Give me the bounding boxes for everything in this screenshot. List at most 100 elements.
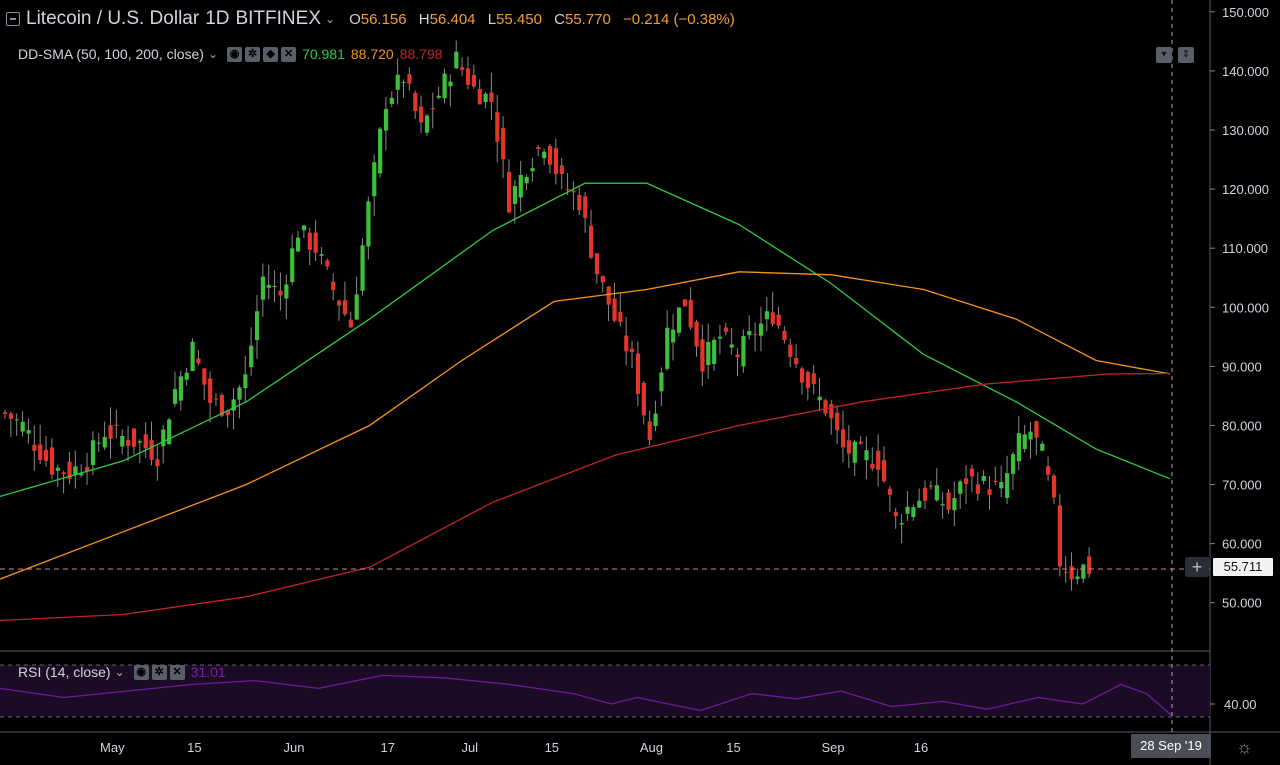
candle-body xyxy=(635,353,641,394)
candle-body xyxy=(301,225,307,231)
sma-label[interactable]: DD-SMA (50, 100, 200, close) xyxy=(18,46,204,62)
close-value: 55.770 xyxy=(564,10,611,28)
candle-body xyxy=(559,165,564,174)
settings-icon[interactable]: ✲ xyxy=(245,46,261,62)
candle-body xyxy=(782,330,787,341)
candle-body xyxy=(700,339,705,372)
candle-body xyxy=(612,298,617,321)
candle-body xyxy=(331,281,336,290)
candle-body xyxy=(530,168,535,172)
candle-body xyxy=(73,466,78,476)
candle-body xyxy=(196,358,201,364)
candle-body xyxy=(126,439,131,446)
candle-body xyxy=(969,468,975,477)
maximize-pane-icon[interactable]: ⇕ xyxy=(1178,47,1194,63)
price-tick-label: 50.000 xyxy=(1222,596,1262,611)
price-tick-label: 70.000 xyxy=(1222,478,1262,493)
candle-body xyxy=(96,442,101,444)
rsi-line xyxy=(0,674,1173,717)
candle-body xyxy=(202,368,207,385)
close-icon[interactable]: ✕ xyxy=(169,664,185,680)
candle-body xyxy=(237,387,242,400)
candle-body xyxy=(61,472,66,475)
candle-body xyxy=(846,440,852,454)
candle-body xyxy=(934,485,939,501)
candle-body xyxy=(284,284,289,299)
candle-body xyxy=(1028,431,1033,440)
candle-body xyxy=(161,429,166,447)
candle-body xyxy=(1040,443,1045,451)
collapse-pane-icon[interactable]: ▾ xyxy=(1156,47,1172,63)
rsi-legend: RSI (14, close) ⌄ ◉ ✲ ✕ 31.01 xyxy=(18,664,226,680)
price-tick-label: 80.000 xyxy=(1222,418,1262,433)
candle-body xyxy=(735,354,740,358)
candle-body xyxy=(120,435,125,447)
time-tick-label: Sep xyxy=(822,740,845,755)
candle-body xyxy=(79,473,84,476)
time-tick-label: 17 xyxy=(380,740,394,755)
interval-label[interactable]: 1D xyxy=(205,8,230,29)
candle-body xyxy=(14,419,19,421)
candle-body xyxy=(753,333,758,335)
candle-body xyxy=(583,196,588,218)
candle-body xyxy=(313,232,318,253)
candle-body xyxy=(577,195,582,211)
candle-body xyxy=(407,74,412,84)
visibility-icon[interactable]: ◉ xyxy=(227,46,243,62)
candle-body xyxy=(243,374,248,389)
candle-body xyxy=(337,300,342,306)
last-price-label: 55.711 xyxy=(1213,558,1273,576)
price-tick-label: 130.000 xyxy=(1222,123,1269,138)
candle-body xyxy=(1046,466,1051,475)
candle-body xyxy=(917,500,922,508)
collapse-icon[interactable] xyxy=(6,12,20,26)
candle-body xyxy=(1016,433,1021,462)
sma200-value: 88.798 xyxy=(399,46,443,62)
chevron-down-icon[interactable]: ⌄ xyxy=(114,665,125,679)
time-tick-label: 15 xyxy=(187,740,201,755)
candle-body xyxy=(354,294,359,320)
exchange-label: BITFINEX xyxy=(235,8,321,29)
candle-body xyxy=(981,475,986,481)
candle-body xyxy=(1022,434,1027,449)
crosshair-add-icon[interactable]: + xyxy=(1185,557,1209,577)
candle-body xyxy=(682,299,687,307)
source-icon[interactable]: ◆ xyxy=(263,46,279,62)
candle-body xyxy=(829,404,834,419)
candle-body xyxy=(454,51,459,69)
settings-icon[interactable]: ✲ xyxy=(151,664,167,680)
price-tick-label: 90.000 xyxy=(1222,359,1262,374)
candle-body xyxy=(565,189,570,191)
candle-body xyxy=(688,299,693,328)
candle-body xyxy=(430,108,435,110)
candle-body xyxy=(460,67,465,70)
candle-body xyxy=(442,73,447,99)
candle-body xyxy=(723,327,728,332)
close-icon[interactable]: ✕ xyxy=(281,46,297,62)
candle-body xyxy=(1057,505,1062,567)
candle-body xyxy=(835,412,840,431)
time-tick-label: Jul xyxy=(461,740,478,755)
candle-body xyxy=(424,115,430,133)
chevron-down-icon[interactable]: ⌄ xyxy=(207,47,219,61)
candle-body xyxy=(49,447,55,475)
price-tick-label: 100.000 xyxy=(1222,300,1269,315)
time-tick-label: Jun xyxy=(283,740,304,755)
candle-body xyxy=(647,421,652,441)
candle-body xyxy=(542,151,547,159)
candle-body xyxy=(624,335,629,352)
candle-body xyxy=(307,232,312,250)
visibility-icon[interactable]: ◉ xyxy=(133,664,149,680)
theme-sun-icon[interactable]: ☼ xyxy=(1236,737,1253,757)
chevron-down-icon[interactable]: ⌄ xyxy=(325,12,336,26)
candle-body xyxy=(372,162,377,197)
rsi-label[interactable]: RSI (14, close) xyxy=(18,664,111,680)
symbol-title[interactable]: Litecoin / U.S. Dollar xyxy=(26,8,200,29)
candle-body xyxy=(448,81,453,87)
candle-body xyxy=(225,410,230,416)
candle-body xyxy=(547,145,553,165)
ohlc-values: O56.156 H56.404 L55.450 C55.770 −0.214 (… xyxy=(349,10,735,28)
candle-body xyxy=(987,489,992,496)
candle-body xyxy=(108,425,113,439)
